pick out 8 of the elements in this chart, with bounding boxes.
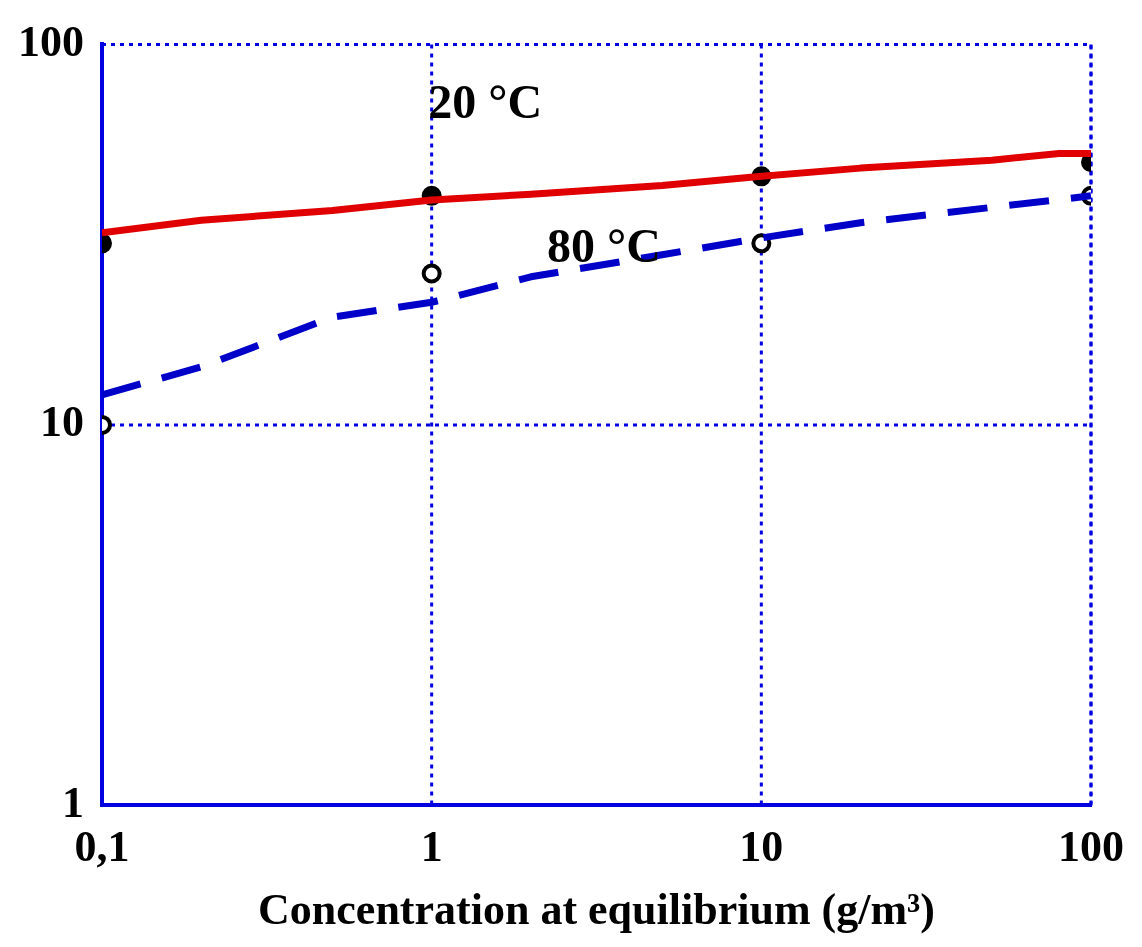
annotation: 80 °C xyxy=(547,219,661,273)
annotation: 20 °C xyxy=(428,74,543,128)
x-axis-title: Concentration at equilibrium (g/m³) xyxy=(258,884,935,934)
x-tick-label: 1 xyxy=(420,822,443,872)
x-tick-label: 10 xyxy=(739,822,784,872)
y-tick-label: 10 xyxy=(40,397,84,447)
y-tick-label: 100 xyxy=(18,16,84,66)
x-tick-label: 100 xyxy=(1058,822,1124,872)
